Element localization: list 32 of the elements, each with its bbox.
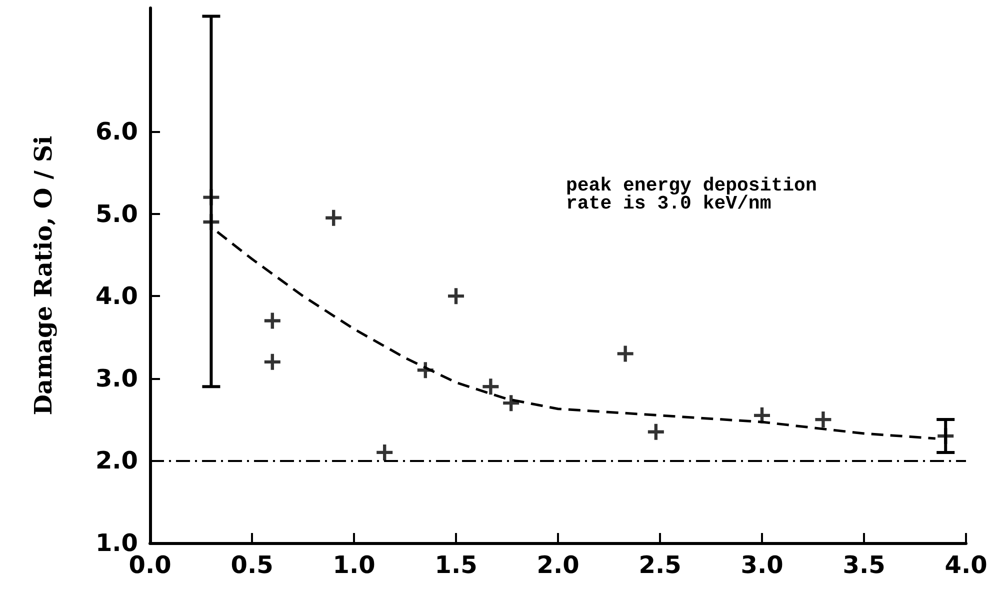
x-tick-label: 3.0 <box>740 551 784 579</box>
point <box>264 354 280 370</box>
point <box>815 412 832 428</box>
y-tick-label: 2.0 <box>95 446 138 475</box>
point <box>417 362 434 378</box>
point <box>264 312 280 329</box>
y-axis-title: Damage Ratio, O / Si <box>28 136 58 416</box>
point <box>648 424 664 440</box>
point <box>617 346 634 362</box>
y-tick-label: 4.0 <box>95 282 138 310</box>
point <box>503 395 520 412</box>
annotation: peak energy deposition rate is 3.0 keV/nm <box>566 174 817 214</box>
y-tick-label: 3.0 <box>95 364 138 392</box>
x-tick-label: 0.5 <box>230 551 274 579</box>
point <box>203 189 220 206</box>
point <box>326 210 342 226</box>
x-tick-label: 2.0 <box>536 551 580 579</box>
point <box>754 407 770 424</box>
point <box>938 428 954 444</box>
x-tick-label: 4.0 <box>944 551 988 579</box>
x-tick-label: 1.5 <box>434 551 478 579</box>
point <box>203 214 220 230</box>
point <box>482 378 499 395</box>
x-tick-label: 3.5 <box>842 551 886 579</box>
point <box>376 444 393 460</box>
x-tick-label: 2.5 <box>638 551 682 579</box>
x-tick-label: 1.0 <box>332 551 376 579</box>
x-tick-label: 0.0 <box>128 551 172 579</box>
line-series <box>216 230 937 440</box>
y-tick-label: 6.0 <box>95 117 138 146</box>
y-tick-label: 5.0 <box>95 200 138 228</box>
point <box>448 288 464 304</box>
